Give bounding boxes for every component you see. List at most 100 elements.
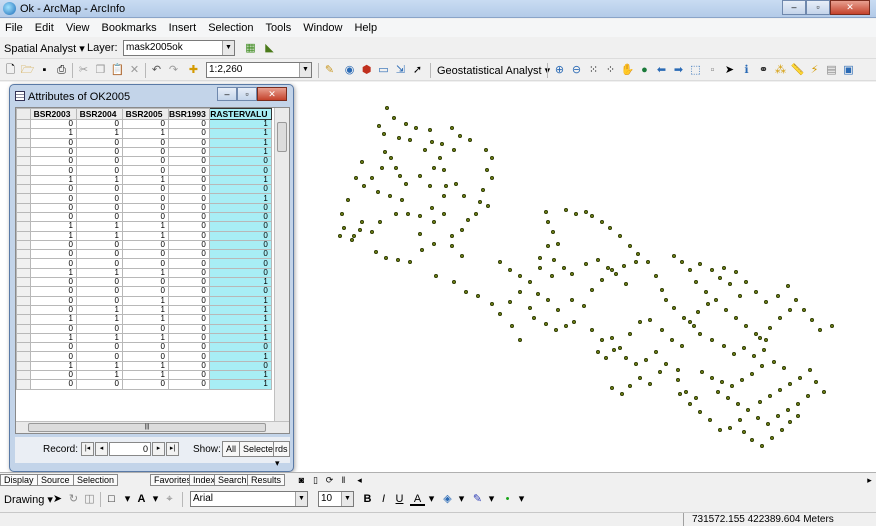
- table-cell[interactable]: 0: [30, 146, 77, 158]
- table-cell[interactable]: 1: [30, 332, 77, 344]
- menu-window[interactable]: Window: [303, 22, 343, 34]
- table-cell[interactable]: 1: [208, 323, 272, 334]
- row-selector[interactable]: [16, 230, 31, 241]
- copy-icon[interactable]: ❐: [95, 64, 106, 76]
- row-selector[interactable]: [16, 360, 31, 372]
- delete-icon[interactable]: ✕: [129, 64, 140, 76]
- table-cell[interactable]: 0: [168, 165, 210, 176]
- table-cell[interactable]: 0: [122, 211, 169, 223]
- table-cell[interactable]: 0: [76, 342, 123, 353]
- row-selector[interactable]: [16, 174, 31, 186]
- row-selector[interactable]: [16, 286, 31, 297]
- table-cell[interactable]: 0: [168, 202, 210, 213]
- table-cell[interactable]: 1: [122, 369, 169, 381]
- table-cell[interactable]: 0: [122, 146, 169, 158]
- table-cell[interactable]: 0: [208, 360, 272, 372]
- marker-color-icon[interactable]: •: [505, 493, 510, 505]
- table-cell[interactable]: 1: [122, 314, 169, 325]
- fixed-zoom-in-icon[interactable]: ⁙: [588, 64, 599, 76]
- go-to-xy-icon[interactable]: ⁂: [775, 64, 786, 76]
- table-cell[interactable]: 0: [30, 193, 77, 204]
- table-cell[interactable]: 1: [76, 221, 123, 232]
- table-cell[interactable]: 0: [122, 342, 169, 353]
- table-cell[interactable]: 0: [208, 165, 272, 176]
- menu-help[interactable]: Help: [354, 22, 378, 34]
- tab-results[interactable]: Results: [247, 474, 286, 486]
- table-cell[interactable]: 0: [208, 342, 272, 353]
- table-cell[interactable]: 0: [208, 202, 272, 213]
- table-cell[interactable]: 0: [122, 156, 169, 167]
- pause-drawing-icon[interactable]: ‖: [341, 475, 346, 485]
- table-cell[interactable]: 1: [208, 146, 272, 158]
- table-cell[interactable]: 0: [122, 239, 169, 251]
- table-cell[interactable]: 0: [168, 295, 210, 306]
- row-selector[interactable]: [16, 249, 31, 260]
- table-cell[interactable]: 0: [30, 304, 77, 316]
- row-selector[interactable]: [16, 118, 31, 130]
- table-cell[interactable]: 1: [122, 360, 169, 372]
- table-cell[interactable]: 1: [76, 267, 123, 279]
- paste-icon[interactable]: 📋: [110, 64, 125, 76]
- table-cell[interactable]: 0: [122, 249, 169, 260]
- table-cell[interactable]: 0: [122, 165, 169, 176]
- table-cell[interactable]: 0: [122, 137, 169, 148]
- menu-insert[interactable]: Insert: [168, 22, 197, 34]
- column-header-bsr2004[interactable]: BSR2004: [76, 108, 123, 120]
- row-selector[interactable]: [16, 239, 31, 251]
- table-cell[interactable]: 1: [122, 230, 169, 241]
- table-cell[interactable]: 0: [168, 193, 210, 204]
- menu-selection[interactable]: Selection: [208, 22, 254, 34]
- table-cell[interactable]: 0: [168, 342, 210, 353]
- table-cell[interactable]: 0: [30, 295, 77, 306]
- editor-toolbar-icon[interactable]: ✎: [324, 64, 335, 76]
- table-cell[interactable]: 0: [30, 156, 77, 167]
- table-cell[interactable]: 0: [168, 249, 210, 260]
- time-slider-icon[interactable]: ▣: [843, 64, 854, 76]
- table-cell[interactable]: 0: [30, 258, 77, 269]
- arccatalog-icon[interactable]: ◉: [344, 64, 355, 76]
- table-cell[interactable]: 1: [122, 304, 169, 316]
- show-all-button[interactable]: All: [222, 441, 241, 457]
- table-cell[interactable]: 1: [30, 128, 77, 139]
- row-selector[interactable]: [16, 351, 31, 362]
- vertical-scrollbar[interactable]: [274, 108, 289, 421]
- table-cell[interactable]: 0: [30, 184, 77, 195]
- row-selector[interactable]: [16, 137, 31, 148]
- row-selector[interactable]: [16, 221, 31, 232]
- data-view-icon[interactable]: ◙: [298, 475, 305, 485]
- table-cell[interactable]: 0: [208, 258, 272, 269]
- table-cell[interactable]: 0: [168, 174, 210, 186]
- table-cell[interactable]: 0: [168, 277, 210, 288]
- table-cell[interactable]: 0: [122, 258, 169, 269]
- table-cell[interactable]: 0: [76, 118, 123, 130]
- table-cell[interactable]: 1: [122, 332, 169, 344]
- table-cell[interactable]: 1: [30, 314, 77, 325]
- table-cell[interactable]: 1: [208, 332, 272, 344]
- raster-calculator-icon[interactable]: ▦: [245, 42, 256, 54]
- hyperlink-icon[interactable]: ⚡: [810, 64, 819, 76]
- horizontal-scrollbar[interactable]: |||: [16, 421, 289, 433]
- zoom-in-icon[interactable]: ⊕: [554, 64, 565, 76]
- attributes-maximize-button[interactable]: ▫: [237, 87, 257, 101]
- whats-this-icon[interactable]: ➚: [412, 64, 423, 76]
- chevron-down-icon[interactable]: ▾: [458, 493, 465, 505]
- table-cell[interactable]: 0: [30, 118, 77, 130]
- column-header-bsr1993[interactable]: BSR1993: [168, 108, 210, 120]
- tab-source[interactable]: Source: [37, 474, 74, 486]
- command-line-icon[interactable]: ▭: [378, 64, 389, 76]
- table-cell[interactable]: 0: [122, 202, 169, 213]
- row-selector[interactable]: [16, 379, 31, 390]
- table-cell[interactable]: 0: [76, 239, 123, 251]
- measure-icon[interactable]: 📏: [790, 64, 805, 76]
- fill-color-icon[interactable]: ◈: [443, 493, 452, 505]
- refresh-icon[interactable]: ⟳: [325, 475, 334, 485]
- table-cell[interactable]: 0: [122, 184, 169, 195]
